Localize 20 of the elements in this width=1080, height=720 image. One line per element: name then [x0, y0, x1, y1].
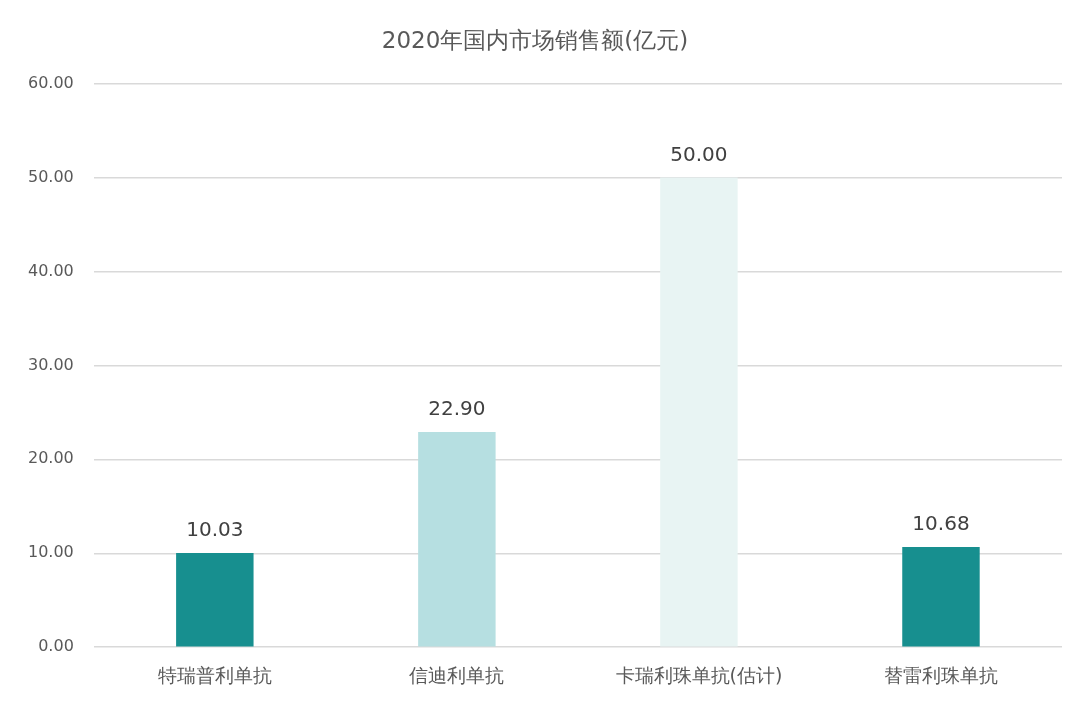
x-tick-label: 特瑞普利单抗 — [157, 663, 272, 686]
y-tick-label: 60.00 — [27, 72, 74, 92]
x-tick-label: 信迪利单抗 — [409, 663, 505, 686]
bar — [660, 177, 738, 647]
y-tick-label: 50.00 — [27, 166, 74, 186]
x-tick-label: 卡瑞利珠单抗(估计) — [615, 663, 783, 686]
data-label: 10.03 — [186, 517, 244, 542]
bar — [176, 552, 254, 647]
y-tick-label: 40.00 — [27, 260, 74, 280]
chart-title: 2020年国内市场销售额(亿元) — [381, 26, 689, 53]
data-label: 50.00 — [670, 141, 728, 166]
y-tick-label: 10.00 — [27, 542, 74, 562]
bar — [902, 546, 980, 647]
bar — [418, 432, 496, 647]
y-tick-label: 0.00 — [38, 636, 74, 656]
data-label: 22.90 — [428, 396, 486, 421]
data-label: 10.68 — [912, 511, 970, 536]
y-tick-label: 20.00 — [27, 448, 74, 468]
y-tick-label: 30.00 — [27, 354, 74, 374]
x-tick-label: 替雷利珠单抗 — [883, 663, 998, 686]
